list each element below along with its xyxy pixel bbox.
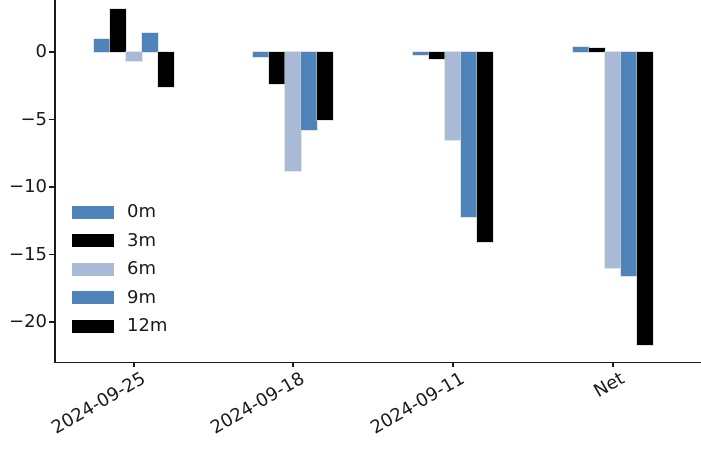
bar-Net-3m [588, 46, 606, 53]
bar-2024-09-11-9m [460, 51, 478, 218]
bar-2024-09-18-6m [284, 51, 302, 172]
bar-2024-09-25-3m [109, 7, 127, 53]
bar-2024-09-25-9m [141, 32, 159, 53]
bar-2024-09-11-12m [476, 50, 494, 244]
legend-swatch-0m [72, 205, 114, 219]
bar-2024-09-11-0m [412, 51, 430, 56]
legend-swatch-12m [72, 319, 114, 333]
bar-Net-9m [620, 50, 638, 278]
bar-2024-09-18-9m [300, 50, 318, 132]
x-tick-label-Net: Net [590, 368, 629, 402]
y-tick-label: −5 [20, 108, 47, 130]
y-tick-mark [49, 186, 54, 188]
x-tick-mark [452, 362, 454, 367]
legend-swatch-6m [72, 262, 114, 276]
legend-swatch-9m [72, 291, 114, 304]
x-tick-label-2024-09-25: 2024-09-25 [48, 368, 150, 439]
y-tick-label: 0 [35, 41, 47, 62]
bar-2024-09-25-6m [125, 50, 143, 63]
y-tick-label: −10 [9, 176, 47, 197]
x-tick-mark [292, 362, 294, 367]
bar-Net-0m [572, 45, 590, 54]
bar-2024-09-18-12m [316, 51, 334, 121]
y-tick-mark [49, 118, 54, 121]
y-tick-label: −15 [9, 243, 47, 265]
bar-2024-09-11-6m [444, 51, 462, 141]
legend-label-12m: 12m [127, 315, 168, 336]
y-tick-mark [49, 253, 54, 256]
legend-label-6m: 6m [127, 258, 156, 279]
legend-label-9m: 9m [127, 286, 156, 308]
bar-Net-12m [636, 51, 654, 346]
y-tick-mark [49, 321, 54, 323]
x-tick-label-2024-09-11: 2024-09-11 [367, 368, 469, 439]
legend-label-3m: 3m [127, 229, 156, 251]
legend-item-0m: 0m [72, 202, 156, 222]
legend-item-9m: 9m [72, 286, 156, 308]
bar-Net-6m [604, 51, 622, 269]
legend-item-12m: 12m [72, 316, 167, 336]
x-tick-mark [612, 362, 614, 367]
x-axis-spine [54, 361, 701, 364]
bar-2024-09-18-3m [268, 50, 286, 86]
y-tick-mark [49, 51, 54, 53]
bar-2024-09-25-0m [93, 37, 111, 53]
x-tick-mark [133, 362, 135, 367]
bar-2024-09-11-3m [428, 51, 446, 60]
x-tick-label-2024-09-18: 2024-09-18 [207, 368, 309, 439]
y-tick-label: −20 [9, 311, 47, 332]
bar-2024-09-18-0m [252, 50, 270, 59]
legend-item-3m: 3m [72, 229, 156, 251]
bar-2024-09-25-12m [157, 50, 175, 89]
y-axis-spine [54, 0, 56, 363]
legend-label-0m: 0m [127, 201, 156, 222]
legend-swatch-3m [72, 234, 114, 247]
legend-item-6m: 6m [72, 259, 156, 279]
